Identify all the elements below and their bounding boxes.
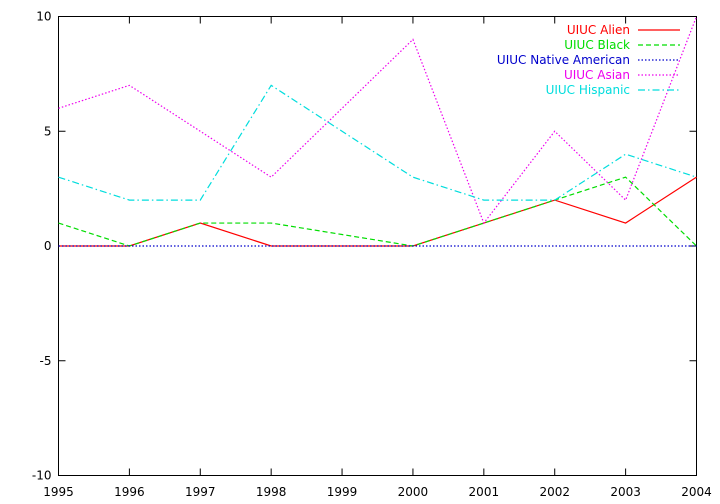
x-tick-label: 2002 xyxy=(539,485,570,499)
x-tick-label: 1995 xyxy=(43,485,74,499)
legend-label-2: UIUC Black xyxy=(564,38,630,52)
legend-label-4: UIUC Asian xyxy=(564,68,630,82)
x-tick-label: 1999 xyxy=(327,485,358,499)
series-line-1 xyxy=(58,176,697,247)
series-line-4 xyxy=(58,16,698,225)
y-tick-label: 5 xyxy=(44,124,52,138)
series-line-2 xyxy=(58,176,697,247)
x-tick-label: 1996 xyxy=(114,485,145,499)
x-tick-label: 2003 xyxy=(610,485,641,499)
x-tick-label: 2004 xyxy=(681,485,712,499)
legend-label-1: UIUC Alien xyxy=(567,23,630,37)
legend-label-3: UIUC Native American xyxy=(497,53,630,67)
series-lines xyxy=(58,16,698,247)
y-tick-label: 10 xyxy=(36,10,51,24)
x-tick-label: 1997 xyxy=(185,485,216,499)
y-tick-label: -10 xyxy=(32,469,52,483)
x-tick-label: 2001 xyxy=(469,485,500,499)
x-tick-label: 2000 xyxy=(398,485,429,499)
y-tick-label: 0 xyxy=(44,239,52,253)
y-tick-label: -5 xyxy=(40,354,52,368)
legend-label-5: UIUC Hispanic xyxy=(546,83,630,97)
x-tick-label: 1998 xyxy=(256,485,287,499)
axis-ticks: 1995 1996 1997 1998 1999 2000 2001 2002 2003 2004… xyxy=(32,10,712,500)
series-line-5 xyxy=(58,84,697,201)
